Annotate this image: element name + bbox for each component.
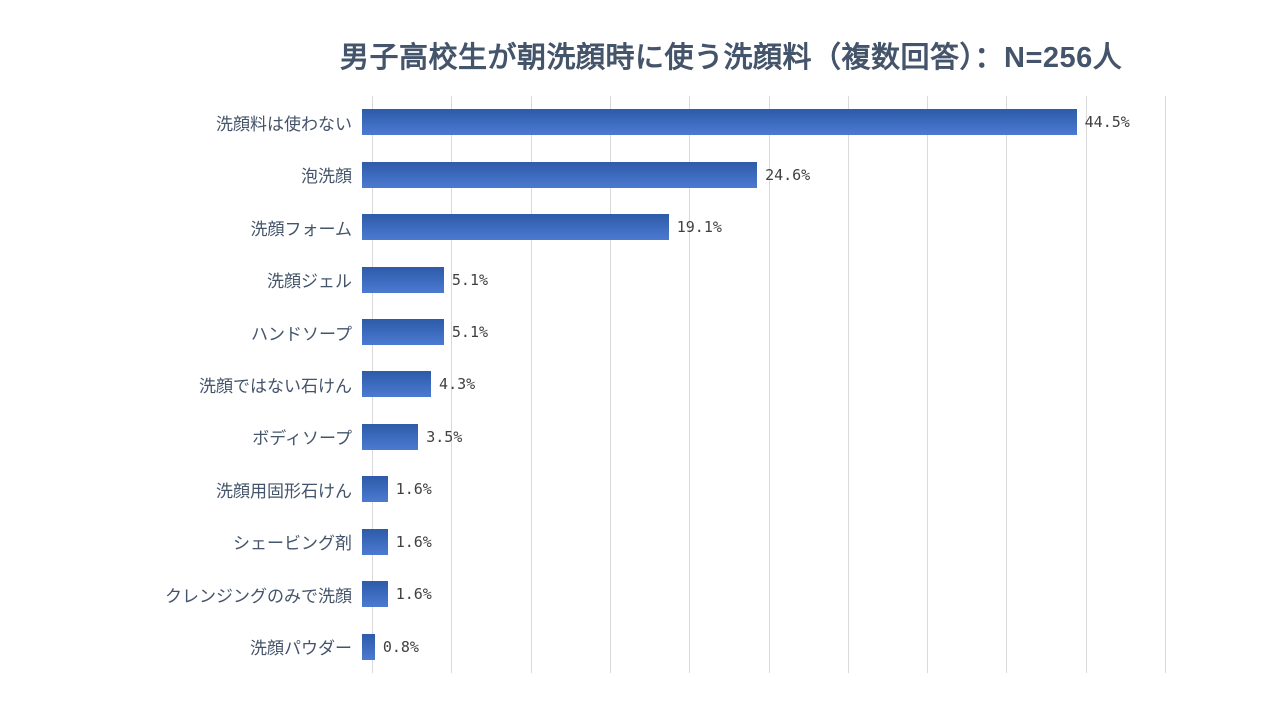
bar-track: 3.5% (362, 411, 1165, 463)
value-label: 3.5% (426, 427, 463, 446)
category-label: 洗顔ジェル (267, 272, 352, 292)
bar-row: 洗顔ではない石けん 4.3% (150, 358, 1165, 410)
bar-track: 24.6% (362, 148, 1165, 200)
bar (362, 528, 388, 555)
bar (362, 633, 375, 660)
category-label: 洗顔料は使わない (216, 114, 352, 134)
category-label: クレンジングのみで洗顔 (165, 586, 352, 606)
gridline (768, 96, 770, 673)
value-label: 4.3% (439, 375, 476, 394)
bar-row: 泡洗顔 24.6% (150, 148, 1165, 200)
bar (362, 581, 388, 608)
bar-row: ボディソープ 3.5% (150, 411, 1165, 463)
gridline (1085, 96, 1087, 673)
bar-track: 5.1% (362, 253, 1165, 305)
bar-track: 44.5% (362, 96, 1165, 148)
bar (362, 319, 444, 346)
bar-track: 1.6% (362, 516, 1165, 568)
gridline (530, 96, 532, 673)
bar-row: 洗顔用固形石けん 1.6% (150, 463, 1165, 515)
category-label: 洗顔フォーム (250, 219, 353, 239)
bar (362, 371, 432, 398)
gridline (927, 96, 929, 673)
gridline (451, 96, 453, 673)
bar (362, 161, 758, 188)
category-label: シェービング剤 (233, 534, 352, 554)
value-label: 1.6% (395, 532, 432, 551)
category-label: ハンドソープ (251, 324, 352, 344)
bar-track: 1.6% (362, 568, 1165, 620)
bar-row: 洗顔ジェル 5.1% (150, 253, 1165, 305)
value-label: 24.6% (765, 165, 811, 184)
bar (362, 214, 669, 241)
gridline (609, 96, 611, 673)
value-label: 1.6% (395, 480, 432, 499)
category-label: 洗顔パウダー (250, 639, 352, 659)
bar-row: ハンドソープ 5.1% (150, 306, 1165, 358)
gridline (1165, 96, 1166, 673)
bar-track: 5.1% (362, 306, 1165, 358)
chart-rows: 洗顔料は使わない 44.5% 泡洗顔 24.6% 洗顔フォーム 19.1% 洗顔… (150, 96, 1165, 673)
bar (362, 476, 388, 503)
category-label: ボディソープ (252, 429, 352, 449)
bar-track: 19.1% (362, 201, 1165, 253)
gridline (847, 96, 849, 673)
value-label: 44.5% (1084, 113, 1130, 132)
gridline (689, 96, 691, 673)
bar-row: 洗顔料は使わない 44.5% (150, 96, 1165, 148)
bar-row: 洗顔パウダー 0.8% (150, 621, 1165, 673)
value-label: 0.8% (382, 637, 419, 656)
bar (362, 266, 444, 293)
bar-track: 4.3% (362, 358, 1165, 410)
chart-title: 男子高校生が朝洗顔時に使う洗顔料（複数回答）：N=256人 (340, 42, 1123, 74)
bar-track: 1.6% (362, 463, 1165, 515)
bar (362, 423, 419, 450)
bar-chart: 洗顔料は使わない 44.5% 泡洗顔 24.6% 洗顔フォーム 19.1% 洗顔… (150, 96, 1166, 673)
category-label: 泡洗顔 (301, 167, 352, 187)
gridline (1006, 96, 1008, 673)
bar-row: シェービング剤 1.6% (150, 516, 1165, 568)
value-label: 19.1% (676, 218, 722, 237)
value-label: 1.6% (395, 585, 432, 604)
category-label: 洗顔ではない石けん (199, 376, 352, 396)
value-label: 5.1% (451, 270, 489, 289)
bar-track: 0.8% (362, 621, 1165, 673)
bar-row: 洗顔フォーム 19.1% (150, 201, 1165, 253)
value-label: 5.1% (451, 323, 489, 342)
bar-row: クレンジングのみで洗顔 1.6% (150, 568, 1165, 620)
category-label: 洗顔用固形石けん (216, 481, 352, 501)
bar (362, 109, 1077, 136)
